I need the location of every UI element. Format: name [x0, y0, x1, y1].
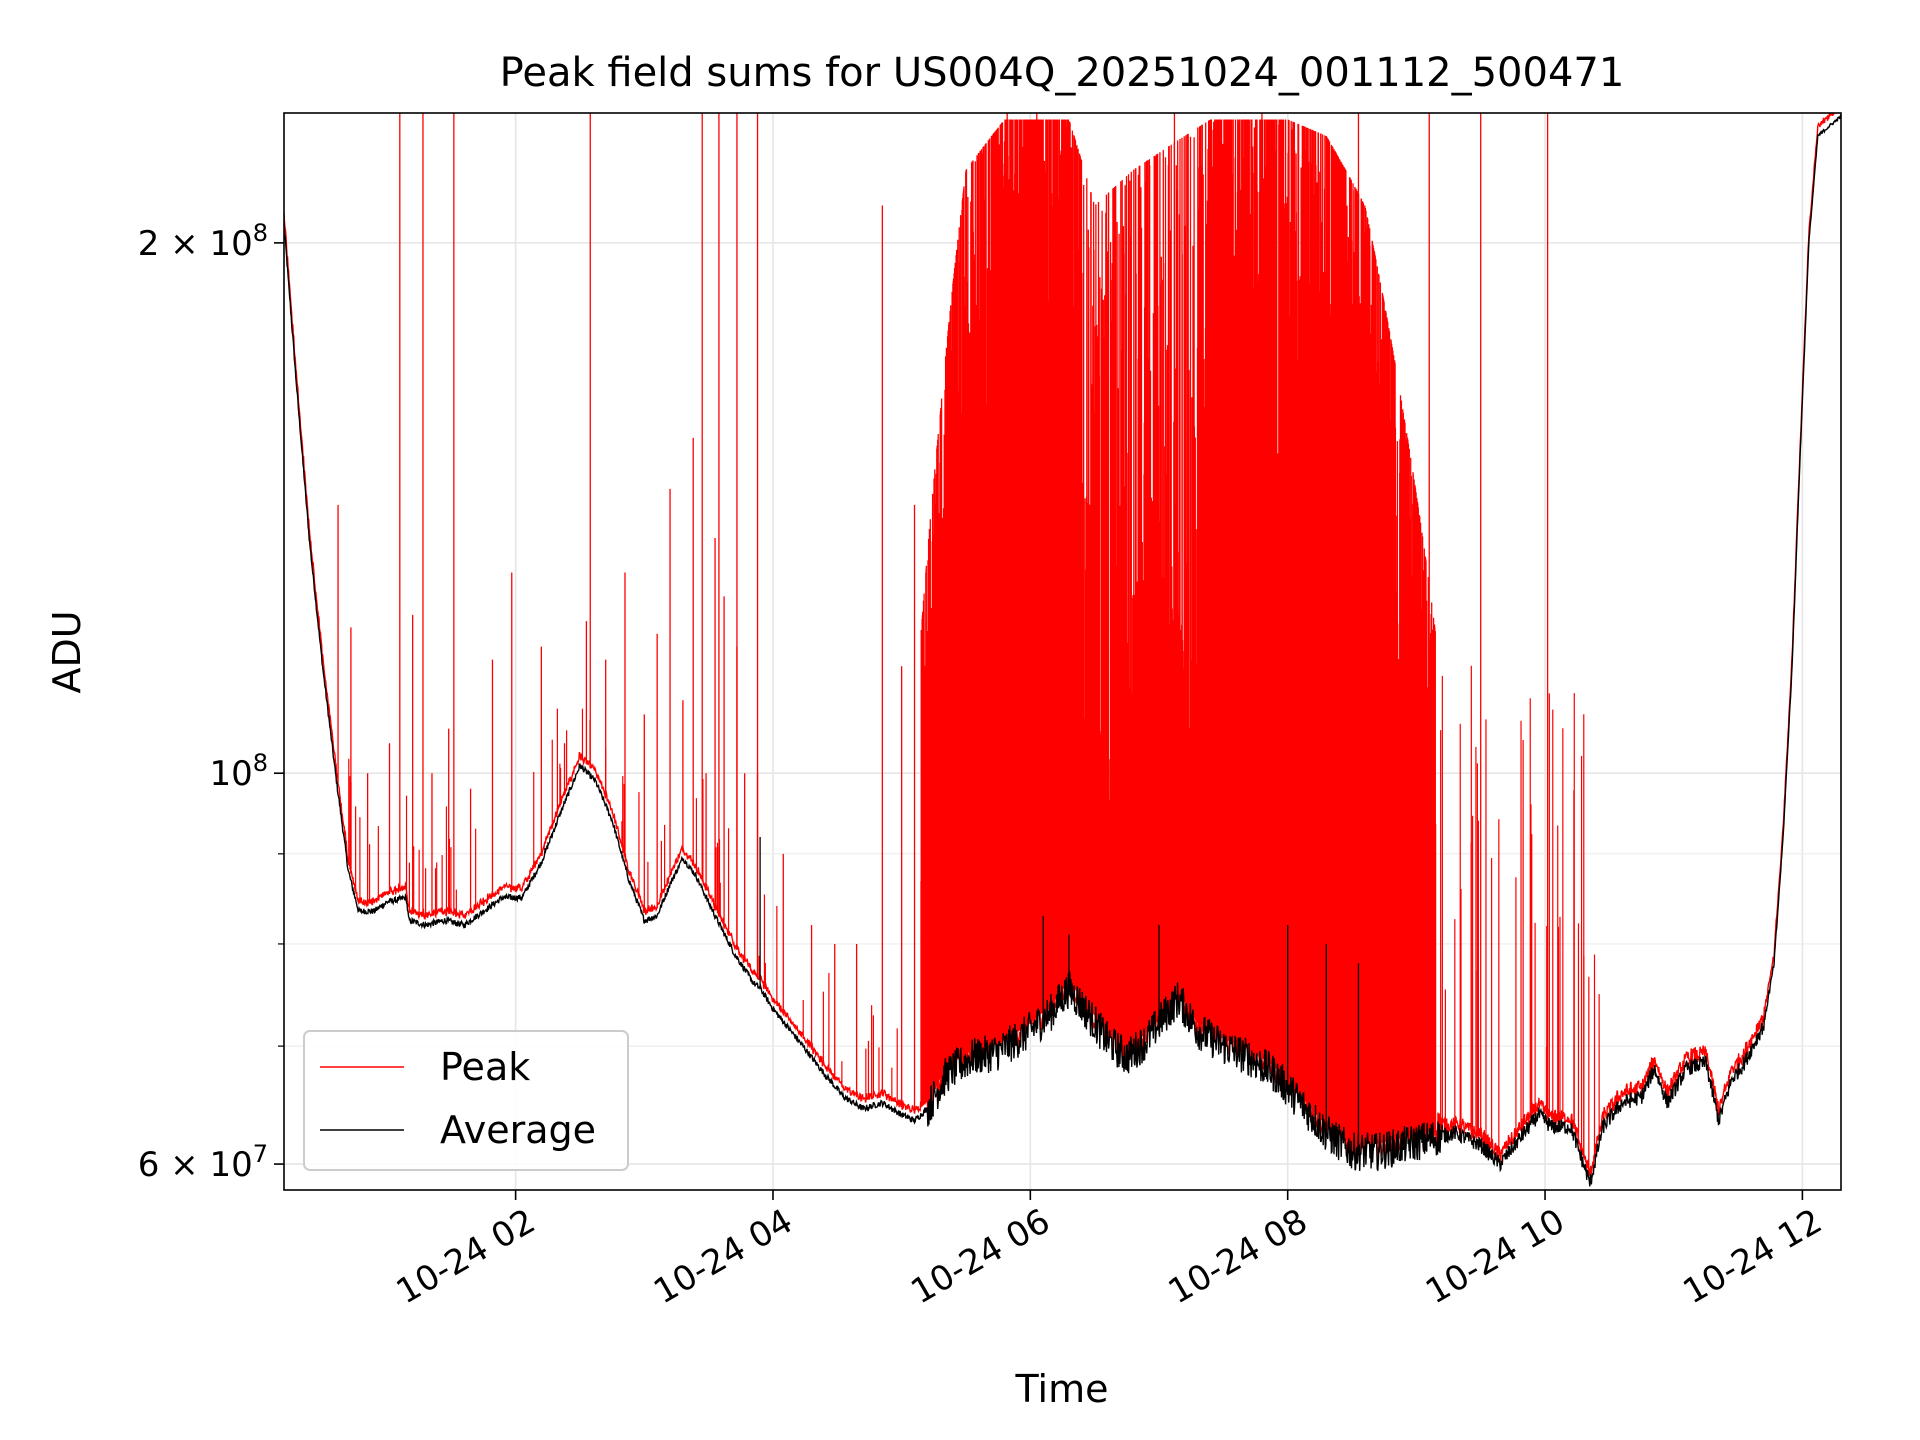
peak-series — [284, 113, 1838, 1177]
average-line — [284, 114, 1841, 1187]
y-tick-label: 6 × 107 — [138, 1140, 268, 1185]
y-tick-label: 108 — [209, 749, 268, 794]
y-axis: 6 × 107 108 2 × 108 — [138, 219, 284, 1185]
legend-peak-label: Peak — [440, 1045, 530, 1089]
legend-average-label: Average — [440, 1108, 596, 1152]
chart-title: Peak field sums for US004Q_20251024_0011… — [500, 50, 1625, 96]
legend: Peak Average — [303, 1030, 629, 1171]
x-axis-label: Time — [1015, 1367, 1109, 1411]
y-axis-label: ADU — [45, 610, 89, 693]
average-series — [284, 114, 1841, 1187]
plot-frame — [283, 112, 1842, 1191]
peak-dense-band — [920, 119, 1437, 1144]
y-tick-label: 2 × 108 — [138, 219, 268, 264]
legend-box — [303, 1030, 629, 1171]
